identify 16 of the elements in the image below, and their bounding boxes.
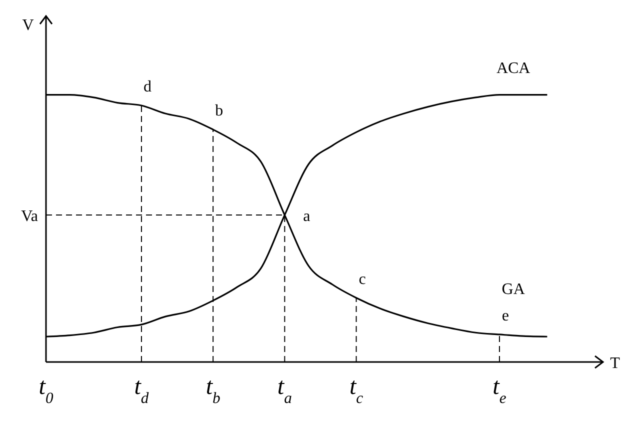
series-label: ACA [496,60,531,77]
y-axis-title: V [22,17,34,34]
annotation: b [215,102,224,120]
text: GA [502,281,526,298]
annotation: c [358,270,366,288]
annotation: e [502,307,510,324]
x-tick-label: t$_{a}$ [277,374,292,406]
x-tick-label: t$_{c}$ [349,374,364,406]
x-tick-label: t$_{e}$ [492,374,506,406]
x-tick-label: t$_{0}$ [38,374,54,406]
ref-line-label: Va [21,208,38,226]
annotation: a [303,208,310,226]
x-tick-label: t$_{b}$ [206,374,221,406]
annotation: d [143,78,152,96]
x-axis-title: T [610,355,620,372]
x-tick-label: t$_{d}$ [134,374,149,406]
